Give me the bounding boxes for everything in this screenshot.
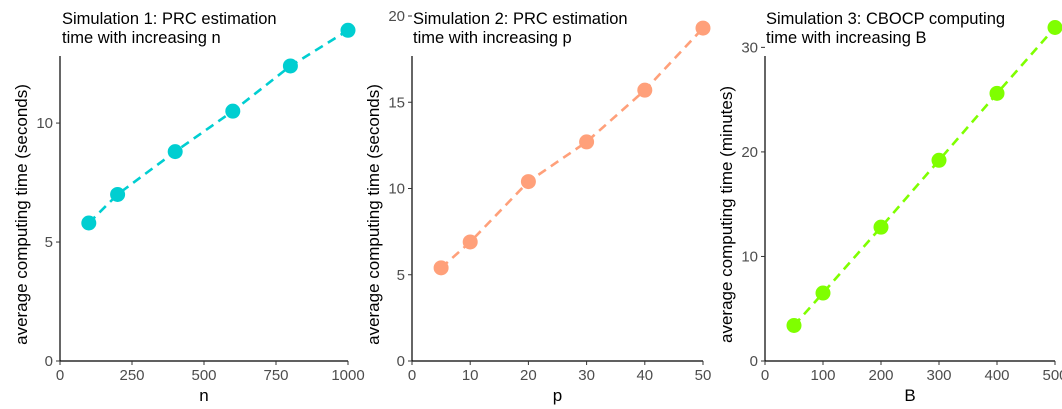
y-tick-label: 0: [397, 353, 405, 370]
chart-title-line-2: time with increasing n: [62, 29, 221, 47]
x-tick-label: 100: [810, 367, 835, 384]
chart-panel-2: Simulation 2: PRC estimation time with i…: [354, 0, 711, 409]
x-axis-title: n: [199, 386, 208, 405]
data-point: [340, 22, 356, 38]
data-point: [695, 20, 711, 36]
y-tick-label: 0: [750, 353, 758, 370]
x-tick-label: 20: [520, 367, 537, 384]
data-point: [81, 215, 97, 231]
y-tick-label: 10: [388, 181, 405, 198]
data-point: [579, 134, 595, 150]
x-tick-label: 0: [408, 367, 416, 384]
chart-title-line-1: Simulation 3: CBOCP computing: [766, 10, 1006, 28]
y-tick-label: 10: [36, 115, 53, 132]
x-tick-label: 500: [191, 367, 216, 384]
series-line: [793, 26, 1056, 327]
data-point: [225, 103, 241, 119]
series-line: [87, 29, 349, 224]
data-point: [1047, 20, 1062, 35]
y-tick-label: 20: [741, 144, 758, 161]
x-tick-label: 200: [868, 367, 893, 384]
y-axis-title: average computing time (minutes): [717, 86, 736, 343]
chart-title-line-2: time with increasing p: [413, 29, 572, 47]
x-tick-label: 400: [984, 367, 1009, 384]
y-tick-label: 10: [741, 248, 758, 265]
x-tick-label: 50: [695, 367, 712, 384]
data-point: [989, 85, 1005, 101]
data-point: [167, 144, 183, 160]
y-axis-title: average computing time (seconds): [12, 84, 31, 345]
x-axis-title: B: [904, 386, 915, 405]
data-point: [637, 82, 653, 98]
data-point: [110, 186, 126, 202]
y-axis-title: average computing time (seconds): [364, 84, 383, 345]
x-tick-label: 500: [1042, 367, 1062, 384]
x-tick-label: 0: [56, 367, 64, 384]
data-point: [786, 317, 802, 333]
chart-plot-2: 0 10 20 30 40 50 0 5 10 15 20 p average computing ti…: [364, 8, 711, 405]
data-point: [433, 260, 449, 276]
x-tick-label: 300: [926, 367, 951, 384]
data-point: [520, 174, 536, 190]
x-tick-label: 1000: [331, 367, 364, 384]
chart-title-line-2: time with increasing B: [766, 29, 927, 47]
data-point: [931, 152, 947, 168]
y-tick-label: 0: [45, 353, 53, 370]
data-point: [873, 219, 889, 235]
x-axis-title: p: [553, 386, 562, 405]
x-tick-label: 10: [462, 367, 479, 384]
x-tick-label: 30: [578, 367, 595, 384]
chart-title: Simulation 2: PRC estimation time with i…: [413, 10, 628, 48]
x-tick-label: 40: [636, 367, 653, 384]
y-tick-label: 5: [45, 234, 53, 251]
chart-title: Simulation 3: CBOCP computing time with …: [766, 10, 1005, 48]
chart-title-line-1: Simulation 1: PRC estimation: [62, 10, 277, 28]
y-tick-label: 5: [397, 267, 405, 284]
data-point: [815, 285, 831, 301]
x-tick-label: 0: [761, 367, 769, 384]
chart-plot-1: 0 250 500 750 1000 0 5 10 n average computing tim…: [12, 22, 365, 405]
y-tick-label: 15: [388, 94, 405, 111]
data-point: [462, 234, 478, 250]
chart-panel-1: Simulation 1: PRC estimation time with i…: [0, 0, 365, 409]
chart-title: Simulation 1: PRC estimation time with i…: [62, 10, 277, 48]
x-tick-label: 750: [263, 367, 288, 384]
chart-title-line-1: Simulation 2: PRC estimation: [413, 10, 628, 28]
x-tick-label: 250: [119, 367, 144, 384]
data-point: [282, 58, 298, 74]
y-tick-label: 30: [741, 39, 758, 56]
chart-panel-3: Simulation 3: CBOCP computing time with …: [708, 0, 1062, 409]
series-line: [440, 27, 704, 269]
y-tick-label: 20: [388, 8, 405, 25]
